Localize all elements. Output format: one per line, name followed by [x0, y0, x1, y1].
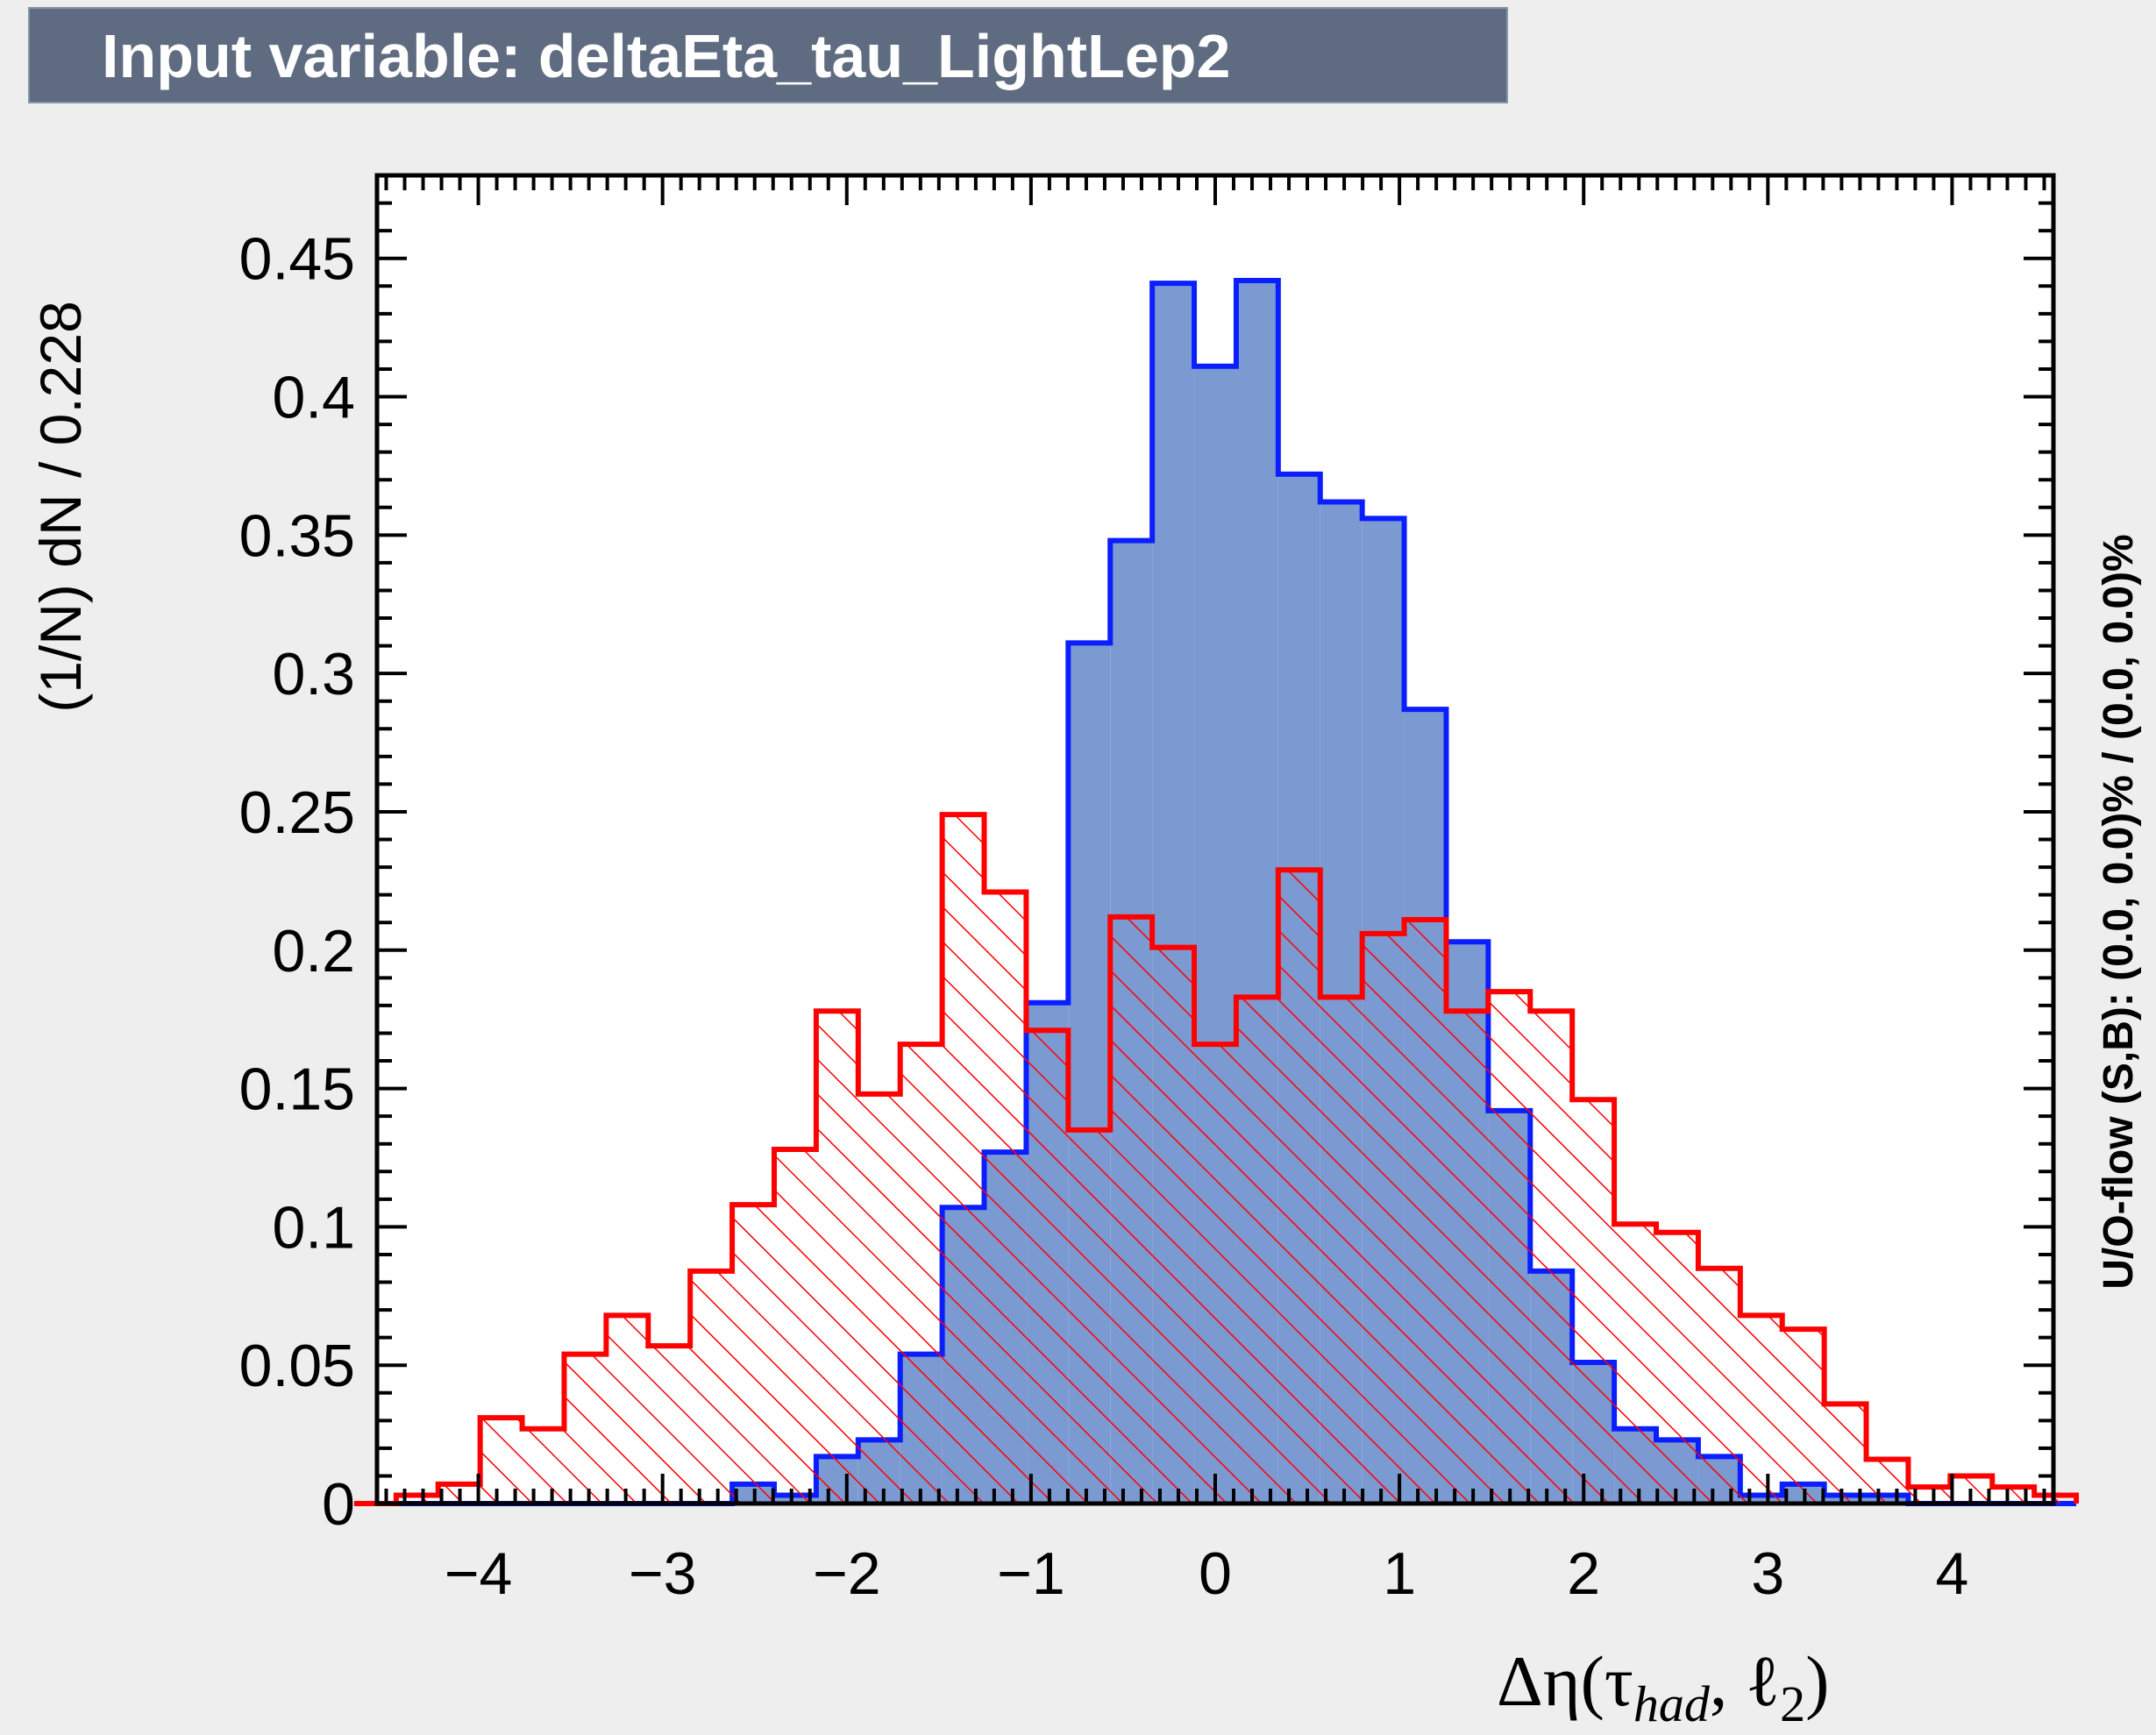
background-bar-27	[1488, 992, 1531, 1504]
background-bar-19	[1152, 947, 1195, 1504]
background-bar-25	[1404, 920, 1447, 1504]
x-tick-label: −2	[813, 1540, 881, 1607]
background-bar-26	[1446, 1011, 1489, 1504]
x-tick-label: 2	[1567, 1540, 1600, 1607]
background-bar-11	[815, 1011, 858, 1504]
x-axis-label-close: )	[1805, 1641, 1829, 1721]
y-tick-label: 0	[322, 1471, 355, 1538]
x-axis-label: Δη(τhad, ℓ2)	[1497, 1641, 1829, 1732]
y-tick-label: 0.2	[272, 918, 355, 985]
chart-title: Input variable: deltaEta_tau_LightLep2	[102, 22, 1231, 90]
y-tick-label: 0.15	[239, 1056, 355, 1123]
background-bar-34	[1782, 1329, 1825, 1504]
background-bar-35	[1824, 1404, 1867, 1504]
background-bar-5	[564, 1354, 607, 1504]
x-tick-label: −4	[445, 1540, 513, 1607]
background-bar-9	[732, 1205, 774, 1504]
histogram-bars	[353, 277, 2080, 1506]
background-bar-1	[395, 1495, 438, 1504]
x-axis-label-main: Δη(τ	[1497, 1641, 1633, 1721]
x-axis-label-sub1: had	[1633, 1675, 1711, 1732]
background-bar-37	[1908, 1487, 1951, 1504]
background-bar-39	[1992, 1487, 2035, 1504]
background-bar-7	[648, 1346, 691, 1504]
background-bar-12	[857, 1093, 900, 1504]
y-tick-label: 0.3	[272, 641, 355, 708]
background-bar-21	[1235, 997, 1278, 1504]
background-bar-30	[1614, 1224, 1657, 1504]
x-axis-label-mid: , ℓ	[1710, 1641, 1780, 1721]
background-bar-8	[690, 1270, 733, 1504]
background-bar-15	[984, 892, 1027, 1504]
axis-ticks	[377, 174, 2053, 1505]
x-tick-label: −3	[629, 1540, 697, 1607]
background-bar-6	[606, 1315, 649, 1504]
background-bar-32	[1697, 1268, 1740, 1504]
y-axis-label: (1/N) dN / 0.228	[28, 301, 93, 713]
background-bar-31	[1656, 1232, 1698, 1504]
tick-labels: −4 −3 −2 −1 0 1 2 3 4 0 0.05 0.1 0.15 0.2 0.25 0.3 0.35 0…	[239, 226, 1969, 1607]
background-outline	[353, 812, 2080, 1506]
y-tick-label: 0.4	[272, 365, 355, 431]
y-tick-label: 0.25	[239, 779, 355, 846]
x-tick-label: 4	[1936, 1540, 1969, 1607]
background-bar-13	[900, 1044, 943, 1504]
x-tick-label: 0	[1199, 1540, 1232, 1607]
background-bar-23	[1320, 997, 1363, 1504]
x-axis-label-sub2: 2	[1780, 1675, 1805, 1732]
y-tick-label: 0.1	[272, 1194, 355, 1261]
x-tick-label: 3	[1751, 1540, 1784, 1607]
y-tick-label: 0.45	[239, 226, 355, 293]
background-bar-18	[1110, 916, 1153, 1504]
background-bar-28	[1530, 1011, 1573, 1504]
background-bar-36	[1866, 1459, 1909, 1504]
background-bar-33	[1740, 1315, 1782, 1504]
background-bar-24	[1362, 933, 1405, 1504]
title-bar: Input variable: deltaEta_tau_LightLep2	[28, 7, 1508, 103]
background-bar-10	[773, 1149, 816, 1504]
background-bar-20	[1194, 1044, 1236, 1504]
background-bar-22	[1277, 870, 1320, 1504]
background-bar-14	[942, 814, 985, 1504]
y-tick-label: 0.05	[239, 1333, 355, 1399]
background-bar-17	[1068, 1129, 1111, 1504]
x-tick-label: −1	[997, 1540, 1065, 1607]
background-bar-16	[1026, 1030, 1069, 1504]
background-bar-4	[522, 1428, 565, 1504]
plot-frame	[374, 173, 2056, 1506]
right-axis-label: U/O-flow (S,B): (0.0, 0.0)% / (0.0, 0.0)…	[2096, 534, 2142, 1290]
background-bar-29	[1572, 1099, 1615, 1504]
x-tick-label: 1	[1383, 1540, 1416, 1607]
y-tick-label: 0.35	[239, 502, 355, 569]
